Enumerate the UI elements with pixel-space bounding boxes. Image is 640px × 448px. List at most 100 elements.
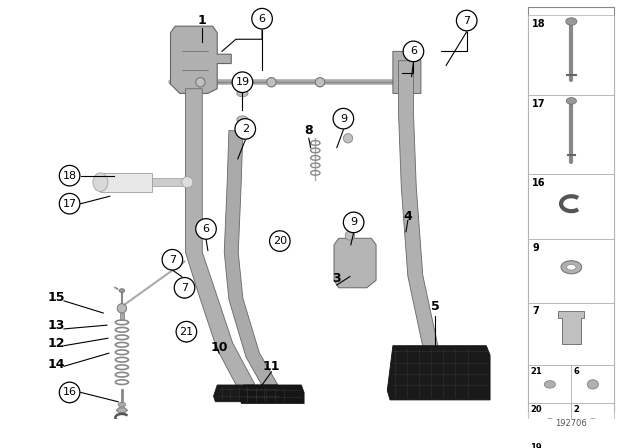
- Circle shape: [343, 212, 364, 233]
- Circle shape: [252, 9, 273, 29]
- Text: 7: 7: [532, 306, 539, 316]
- Polygon shape: [239, 385, 304, 404]
- Circle shape: [269, 231, 290, 251]
- Bar: [529, 303, 614, 365]
- Text: 7: 7: [169, 255, 176, 265]
- Ellipse shape: [566, 98, 577, 104]
- Text: 9: 9: [532, 243, 539, 253]
- Polygon shape: [580, 447, 601, 448]
- Circle shape: [60, 382, 80, 403]
- Ellipse shape: [117, 304, 127, 313]
- Text: 18: 18: [63, 171, 77, 181]
- Text: 20: 20: [273, 236, 287, 246]
- Ellipse shape: [345, 231, 355, 240]
- Circle shape: [235, 119, 255, 139]
- Ellipse shape: [588, 380, 598, 389]
- Ellipse shape: [196, 78, 205, 87]
- Text: 18: 18: [532, 19, 546, 29]
- Bar: [572, 403, 614, 441]
- Text: 20: 20: [530, 405, 542, 414]
- Ellipse shape: [544, 419, 556, 426]
- Bar: [529, 365, 572, 403]
- Text: 9: 9: [350, 217, 357, 228]
- Text: 2: 2: [242, 124, 249, 134]
- Text: 192706: 192706: [556, 418, 588, 427]
- Polygon shape: [214, 385, 281, 402]
- Text: 16: 16: [63, 388, 77, 397]
- Ellipse shape: [566, 18, 577, 25]
- Polygon shape: [387, 346, 490, 400]
- Circle shape: [403, 41, 424, 62]
- Bar: [572, 441, 614, 448]
- Bar: [152, 178, 184, 186]
- Bar: [529, 15, 614, 95]
- Polygon shape: [186, 89, 255, 392]
- Text: 4: 4: [403, 210, 412, 223]
- Text: 16: 16: [532, 177, 546, 188]
- Text: 12: 12: [48, 337, 65, 350]
- Circle shape: [176, 321, 196, 342]
- Circle shape: [60, 165, 80, 186]
- Ellipse shape: [93, 173, 108, 192]
- Circle shape: [174, 277, 195, 298]
- Ellipse shape: [237, 90, 248, 97]
- Text: 11: 11: [262, 360, 280, 373]
- Bar: [529, 95, 614, 174]
- FancyArrowPatch shape: [115, 287, 118, 289]
- Bar: [100, 173, 152, 192]
- Text: 1: 1: [198, 14, 207, 27]
- Text: 13: 13: [48, 319, 65, 332]
- Text: 17: 17: [532, 99, 546, 109]
- Ellipse shape: [343, 134, 353, 143]
- Bar: [572, 441, 614, 448]
- Text: 6: 6: [410, 47, 417, 56]
- Text: 14: 14: [48, 358, 65, 371]
- Bar: [529, 441, 572, 448]
- Text: 21: 21: [179, 327, 193, 337]
- Circle shape: [196, 219, 216, 239]
- Text: 21: 21: [530, 367, 542, 376]
- Text: 17: 17: [63, 199, 77, 209]
- Bar: [529, 239, 614, 303]
- Bar: [120, 313, 124, 320]
- Circle shape: [60, 194, 80, 214]
- Circle shape: [162, 250, 182, 270]
- Ellipse shape: [566, 264, 576, 270]
- Text: 6: 6: [259, 14, 266, 24]
- Polygon shape: [393, 52, 421, 94]
- Text: 6: 6: [202, 224, 209, 234]
- Ellipse shape: [182, 177, 193, 188]
- Ellipse shape: [278, 232, 288, 239]
- Text: 5: 5: [431, 300, 439, 313]
- Text: 8: 8: [305, 124, 313, 137]
- Bar: [572, 365, 614, 403]
- Ellipse shape: [561, 261, 582, 274]
- Polygon shape: [558, 311, 584, 344]
- Circle shape: [456, 10, 477, 31]
- Polygon shape: [224, 130, 278, 391]
- Text: 19: 19: [236, 77, 250, 87]
- Ellipse shape: [119, 289, 125, 293]
- Polygon shape: [170, 26, 231, 94]
- Bar: [529, 8, 614, 411]
- Polygon shape: [334, 238, 376, 288]
- Bar: [529, 403, 572, 441]
- Polygon shape: [116, 408, 127, 413]
- Ellipse shape: [588, 419, 598, 426]
- Text: 2: 2: [573, 405, 579, 414]
- Polygon shape: [399, 61, 447, 372]
- Ellipse shape: [267, 78, 276, 87]
- Circle shape: [232, 72, 253, 92]
- Ellipse shape: [237, 116, 248, 123]
- Text: 19: 19: [530, 444, 542, 448]
- Circle shape: [333, 108, 354, 129]
- Bar: [529, 174, 614, 239]
- Text: 9: 9: [340, 114, 347, 124]
- Text: 15: 15: [48, 291, 65, 304]
- Text: 6: 6: [573, 367, 579, 376]
- Text: 7: 7: [181, 283, 188, 293]
- Text: 7: 7: [463, 16, 470, 26]
- Text: 10: 10: [211, 341, 228, 354]
- Ellipse shape: [544, 381, 556, 388]
- Text: 3: 3: [333, 272, 341, 285]
